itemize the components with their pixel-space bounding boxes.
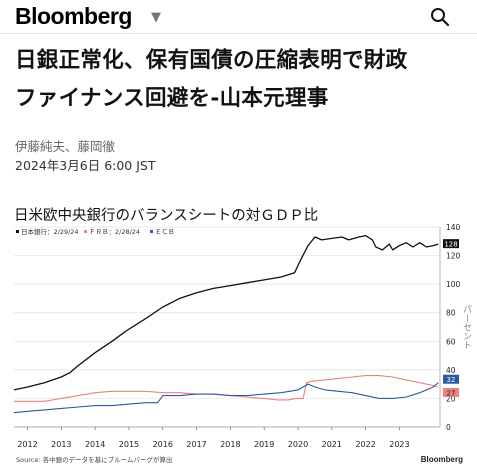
legend-label: 日本銀行：2/29/24	[21, 227, 79, 236]
chevron-down-icon[interactable]: ▼	[151, 10, 161, 25]
chart-title: 日米欧中央銀行のバランスシートの対ＧＤＰ比	[14, 208, 319, 224]
y-tick-label: 20	[446, 394, 456, 403]
x-tick-label: 2013	[51, 440, 71, 449]
end-value-label: 27	[447, 390, 456, 398]
chart-svg: 日本銀行：2/29/24 ＦＲＢ：2/28/24 ＥＣＢ 0 20 40 60 80 100 12…	[13, 223, 472, 464]
x-tick-label: 2014	[85, 440, 105, 449]
chart-source: Source: 各中銀のデータを基にブルームバーグが算出	[16, 455, 172, 464]
x-tick-label: 2020	[288, 440, 308, 449]
y-tick-label: 120	[446, 252, 461, 261]
chart: 日米欧中央銀行のバランスシートの対ＧＤＰ比 日本銀行：2/29/24 ＦＲＢ：2/…	[0, 200, 477, 473]
legend-swatch	[150, 230, 153, 233]
end-value-label: 32	[447, 376, 456, 384]
x-tick-label: 2016	[153, 440, 173, 449]
chart-brand: Bloomberg	[421, 455, 463, 464]
article-date: 2024年3月6日 6:00 JST	[15, 158, 156, 173]
headline-line-2: ファイナンス回避を-山本元理事	[15, 86, 329, 111]
x-tick-label: 2017	[186, 440, 206, 449]
x-tick-label: 2015	[119, 440, 139, 449]
legend-label: ＦＲＢ：2/28/24	[89, 228, 140, 236]
x-tick-label: 2023	[389, 440, 409, 449]
x-tick-label: 2012	[17, 440, 37, 449]
article-byline[interactable]: 伊藤純夫、藤岡徹	[15, 139, 116, 154]
y-axis-label: パーセント	[461, 304, 472, 349]
y-tick-label: 0	[446, 423, 451, 432]
y-tick-label: 140	[446, 223, 461, 232]
series-line	[13, 234, 439, 391]
x-tick-label: 2019	[254, 440, 274, 449]
y-tick-label: 60	[446, 337, 456, 346]
end-value-badge	[443, 239, 459, 249]
bloomberg-logo[interactable]: Bloomberg	[15, 3, 132, 29]
article-headline: 日銀正常化、保有国債の圧縮表明で財政 ファイナンス回避を-山本元理事	[15, 42, 465, 118]
x-tick-label: 2022	[355, 440, 375, 449]
legend-swatch	[84, 230, 87, 233]
series-line	[13, 382, 439, 414]
end-value-badge	[443, 388, 459, 397]
legend-label: ＥＣＢ	[155, 228, 175, 236]
end-value-badge	[443, 374, 459, 384]
search-icon[interactable]	[430, 7, 450, 27]
y-tick-label: 80	[446, 309, 456, 318]
end-value-label: 128	[444, 241, 457, 249]
y-tick-label: 100	[446, 280, 461, 289]
x-tick-label: 2018	[220, 440, 240, 449]
series-line	[14, 375, 439, 402]
headline-line-1: 日銀正常化、保有国債の圧縮表明で財政	[15, 48, 408, 73]
x-tick-label: 2021	[322, 440, 342, 449]
top-bar: Bloomberg ▼	[0, 0, 477, 34]
legend-swatch	[16, 230, 19, 233]
y-tick-label: 40	[446, 366, 456, 375]
